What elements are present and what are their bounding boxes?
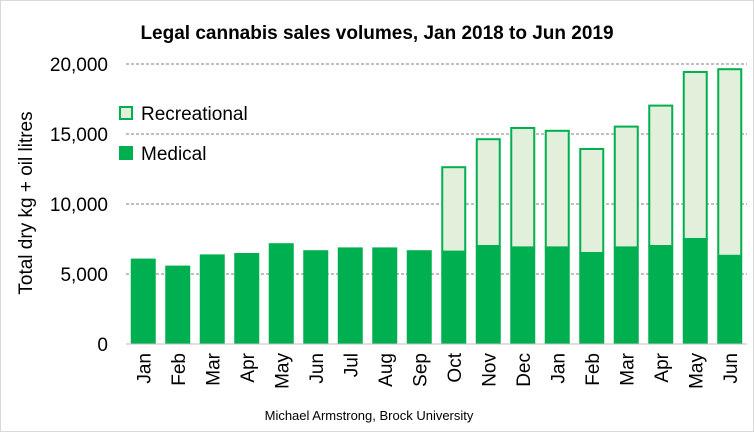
bar-recreational-12 [544,129,570,249]
x-tick-label-10: Nov [479,353,500,387]
x-tick-label-2: Mar [203,352,224,385]
x-tick-label-7: Aug [376,353,397,387]
y-tick-label-3: 15,000 [50,125,108,146]
bar-recreational-16 [682,71,708,240]
x-tick-label-9: Oct [445,352,466,382]
x-tick-label-16: May [686,353,707,389]
y-axis-label: Total dry kg + oil litres [16,111,37,294]
chart-credit: Michael Armstrong, Brock University [265,408,474,423]
legend-label-recreational: Recreational [141,104,248,125]
x-tick-label-14: Mar [617,352,638,385]
bar-medical-7 [372,247,398,344]
bar-medical-11 [510,247,536,344]
x-tick-label-12: Jan [548,353,569,384]
bar-recreational-11 [510,127,536,249]
bar-recreational-15 [648,104,674,247]
x-tick-label-11: Dec [514,353,535,387]
bar-medical-17 [717,255,743,344]
bar-medical-10 [475,246,501,344]
bar-medical-9 [441,251,467,344]
chart-title: Legal cannabis sales volumes, Jan 2018 t… [140,23,613,44]
bar-medical-3 [234,253,260,344]
legend: Recreational Medical [119,104,248,165]
x-tick-label-5: Jun [307,353,328,384]
bar-medical-12 [544,247,570,344]
bar-medical-0 [130,258,156,344]
bar-medical-8 [406,250,432,344]
x-tick-label-8: Sep [410,353,431,387]
bar-medical-15 [648,246,674,344]
bar-medical-14 [613,247,639,344]
legend-label-medical: Medical [141,144,206,165]
bar-recreational-13 [579,148,605,254]
bar-medical-5 [303,250,329,344]
x-tick-label-17: Jun [721,353,742,384]
bar-medical-1 [165,265,191,344]
bar-medical-6 [337,247,363,344]
x-tick-label-0: Jan [134,353,155,384]
y-tick-label-0: 0 [97,335,108,356]
x-tick-label-3: Apr [238,352,259,382]
x-tick-label-6: Jul [341,353,362,377]
legend-swatch-recreational [119,106,133,120]
x-axis-ticks: Jan Feb Mar Apr May Jun Jul Aug Sep Oct Nov Dec Jan F… [134,352,742,389]
bar-medical-4 [268,243,294,344]
bar-recreational-10 [475,138,501,247]
bar-medical-13 [579,253,605,344]
bar-recreational-14 [613,125,639,249]
bar-recreational-9 [441,166,467,253]
y-tick-label-2: 10,000 [50,195,108,216]
y-tick-label-1: 5,000 [60,265,108,286]
y-axis-ticks: 0 5,000 10,000 15,000 20,000 [50,55,108,356]
x-tick-label-15: Apr [652,352,673,382]
bar-medical-2 [199,254,225,344]
legend-swatch-medical [119,146,133,160]
bars [130,68,743,344]
x-tick-label-13: Feb [583,353,604,386]
bar-recreational-17 [717,68,743,257]
x-tick-label-1: Feb [169,353,190,386]
y-tick-label-4: 20,000 [50,55,108,76]
bar-medical-16 [682,239,708,344]
gridlines [126,63,747,275]
x-tick-label-4: May [272,353,293,389]
